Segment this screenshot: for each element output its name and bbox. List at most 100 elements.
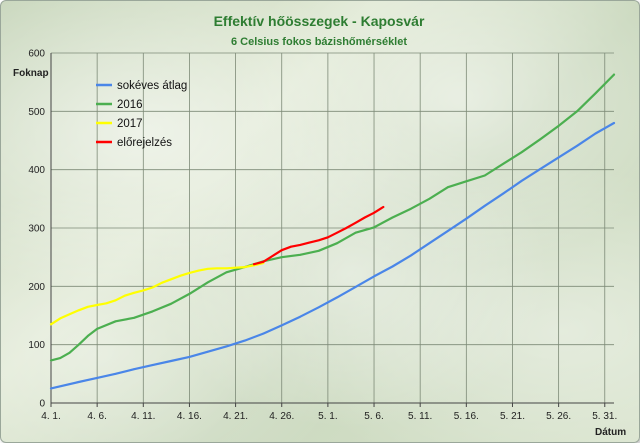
data-point-2016 [133, 316, 135, 319]
data-point-2017 [114, 299, 117, 302]
data-point-2017 [50, 323, 52, 326]
data-point-sok-ves-tlag [557, 156, 560, 159]
legend-label-2016: 2016 [117, 99, 143, 111]
data-point-2017 [225, 267, 228, 270]
data-point-sok-ves-tlag [428, 242, 431, 245]
x-tick-label: 4. 6. [87, 411, 106, 422]
data-point-2016 [483, 174, 486, 177]
data-point-sok-ves-tlag [594, 132, 597, 135]
x-tick-label: 4. 11. [131, 411, 155, 422]
data-point-2017 [160, 281, 163, 284]
data-point-sok-ves-tlag [114, 372, 117, 375]
data-point-sok-ves-tlag [133, 368, 135, 371]
data-point-sok-ves-tlag [50, 387, 52, 390]
data-point-2016 [280, 256, 283, 259]
data-point-2016 [299, 253, 302, 256]
data-point-el-rejelz-s [363, 216, 366, 219]
data-point-sok-ves-tlag [243, 339, 246, 342]
data-point-2016 [59, 357, 62, 359]
data-point-el-rejelz-s [373, 211, 375, 214]
data-point-el-rejelz-s [308, 241, 311, 244]
data-point-2016 [539, 138, 542, 141]
x-tick-label: 5. 1. [318, 411, 337, 422]
data-point-sok-ves-tlag [77, 381, 80, 383]
data-point-el-rejelz-s [271, 255, 274, 257]
data-point-el-rejelz-s [280, 249, 283, 252]
data-point-2016 [465, 180, 468, 183]
data-point-sok-ves-tlag [502, 192, 505, 195]
data-point-2016 [428, 197, 431, 200]
data-point-2016 [207, 281, 209, 284]
data-point-2016 [225, 271, 228, 274]
data-point-sok-ves-tlag [207, 350, 209, 353]
data-point-2017 [68, 313, 71, 316]
y-tick-label: 500 [28, 107, 45, 118]
x-tick-label: 5. 11. [408, 411, 432, 422]
data-point-el-rejelz-s [382, 206, 385, 208]
data-point-2017 [197, 269, 200, 272]
data-point-sok-ves-tlag [262, 332, 265, 335]
data-point-2016 [520, 151, 523, 154]
axes: 0 100 200 300 400 500 600 4. 1. 4. 6. 4. 11. 4. 16… [28, 49, 617, 423]
data-point-sok-ves-tlag [539, 168, 542, 170]
y-tick-label: 600 [28, 49, 45, 60]
legend-label-sok-ves-tlag: sokéves átlag [117, 80, 187, 92]
data-point-sok-ves-tlag [317, 306, 320, 309]
data-point-2016 [317, 249, 320, 252]
data-point-sok-ves-tlag [613, 122, 615, 124]
data-point-sok-ves-tlag [96, 377, 99, 379]
data-point-sok-ves-tlag [410, 254, 412, 257]
data-point-2016 [151, 310, 154, 313]
y-tick-label: 200 [28, 282, 45, 293]
data-point-2016 [557, 125, 560, 127]
legend: sokéves átlag 2016 2017 előrejelzés [96, 80, 187, 149]
gridlines [50, 52, 614, 404]
data-point-2017 [243, 266, 246, 268]
data-point-2016 [502, 162, 505, 165]
series-line-2016 [49, 73, 616, 362]
x-tick-label: 5. 26. [546, 411, 571, 422]
data-point-2016 [391, 216, 394, 219]
data-point-2017 [234, 266, 237, 269]
data-point-2016 [373, 226, 375, 229]
data-point-2016 [68, 351, 71, 354]
data-point-2016 [170, 302, 172, 305]
data-point-el-rejelz-s [336, 231, 339, 234]
data-point-2016 [354, 231, 357, 234]
data-point-sok-ves-tlag [446, 230, 449, 232]
data-point-sok-ves-tlag [391, 265, 394, 268]
data-point-2017 [170, 278, 172, 281]
data-point-sok-ves-tlag [280, 324, 283, 327]
data-point-sok-ves-tlag [188, 356, 191, 358]
data-point-2016 [446, 186, 449, 189]
data-point-2017 [179, 274, 182, 277]
y-tick-label: 300 [28, 224, 45, 235]
data-point-el-rejelz-s [317, 239, 320, 242]
data-point-2016 [188, 293, 191, 295]
data-point-2016 [77, 343, 80, 346]
data-point-sok-ves-tlag [354, 286, 357, 288]
data-point-2017 [59, 317, 62, 320]
data-point-2017 [87, 305, 89, 308]
data-point-2016 [50, 359, 52, 362]
x-tick-label: 5. 21. [500, 411, 525, 422]
data-point-el-rejelz-s [326, 236, 329, 239]
x-tick-label: 5. 16. [454, 411, 479, 422]
series-line-sok-ves-tlag [49, 121, 616, 390]
data-point-2017 [188, 272, 191, 274]
data-point-sok-ves-tlag [576, 144, 578, 147]
data-point-el-rejelz-s [345, 227, 348, 229]
series-lines [49, 73, 616, 390]
data-point-el-rejelz-s [253, 263, 255, 266]
data-point-2017 [142, 289, 145, 292]
data-point-2016 [613, 73, 615, 76]
x-tick-label: 4. 21. [223, 411, 248, 422]
data-point-sok-ves-tlag [170, 360, 172, 362]
y-axis-label: Foknap [13, 68, 49, 79]
x-tick-label: 4. 16. [177, 411, 202, 422]
data-point-2016 [594, 92, 597, 95]
x-tick-label: 5. 6. [364, 411, 383, 422]
data-point-sok-ves-tlag [336, 296, 339, 299]
legend-label-2017: 2017 [117, 118, 143, 130]
